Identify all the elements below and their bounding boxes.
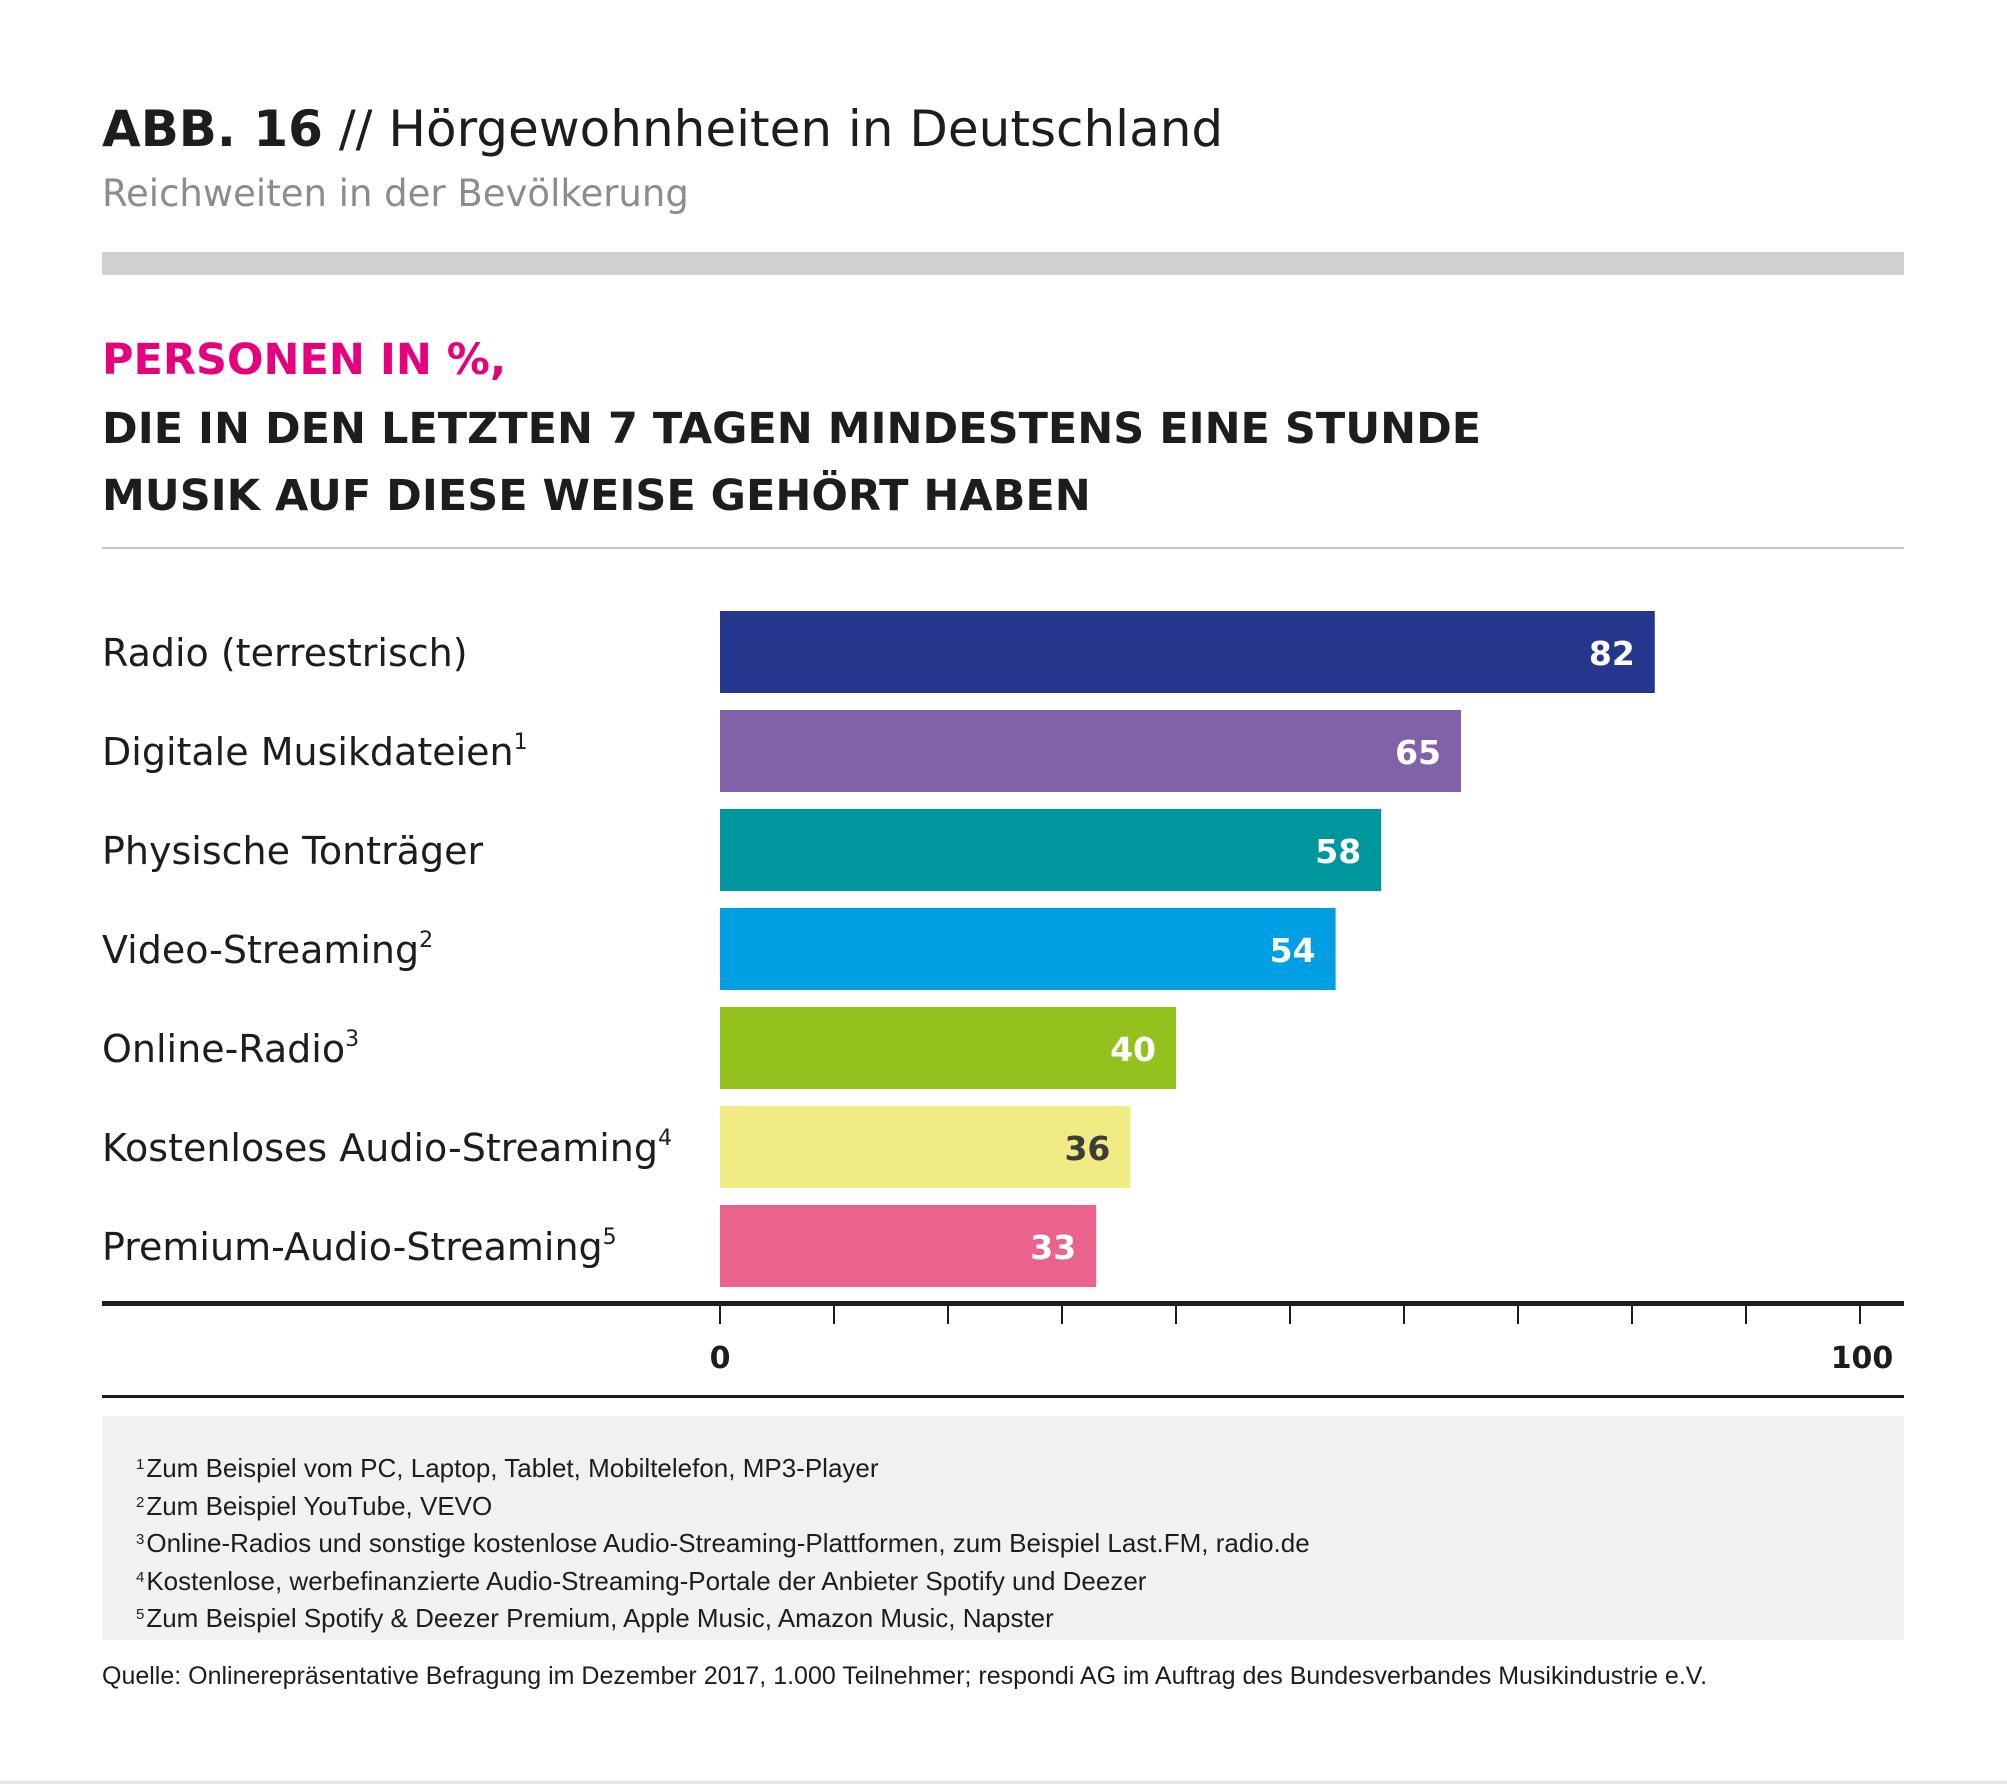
category-label-1: Radio (terrestrisch) bbox=[102, 631, 468, 675]
value-label-4: 54 bbox=[1270, 931, 1316, 970]
chart-headline-accent: PERSONEN IN %, bbox=[102, 335, 507, 385]
category-label-2: Digitale Musikdateien1 bbox=[102, 730, 528, 774]
bar-4 bbox=[720, 908, 1336, 990]
category-label-5: Online-Radio3 bbox=[102, 1027, 359, 1071]
bar-7 bbox=[720, 1205, 1097, 1287]
bar-1 bbox=[720, 611, 1655, 693]
chart-headline-line-2: DIE IN DEN LETZTEN 7 TAGEN MINDESTENS EI… bbox=[102, 404, 1482, 454]
chart-headline-line-3: MUSIK AUF DIESE WEISE GEHÖRT HABEN bbox=[102, 471, 1091, 521]
category-label-4: Video-Streaming2 bbox=[102, 928, 433, 972]
value-label-5: 40 bbox=[1110, 1030, 1156, 1069]
footnote-5: 5Zum Beispiel Spotify & Deezer Premium, … bbox=[136, 1603, 1054, 1633]
figure-subtitle: Reichweiten in der Bevölkerung bbox=[102, 172, 689, 215]
footnotes-box: 1Zum Beispiel vom PC, Laptop, Tablet, Mo… bbox=[102, 1416, 1904, 1640]
source-note: Quelle: Onlinerepräsentative Befragung i… bbox=[102, 1662, 1708, 1690]
x-tick-label-min: 0 bbox=[710, 1341, 731, 1376]
bar-2 bbox=[720, 710, 1461, 792]
header-divider-band bbox=[102, 252, 1904, 275]
x-axis-line bbox=[102, 1301, 1904, 1306]
footnote-2: 2Zum Beispiel YouTube, VEVO bbox=[136, 1490, 493, 1521]
footnote-3: 3Online-Radios und sonstige kostenlose A… bbox=[136, 1528, 1310, 1558]
headline-divider bbox=[102, 547, 1904, 549]
value-label-3: 58 bbox=[1315, 832, 1361, 871]
page-bottom-rule bbox=[0, 1781, 2007, 1784]
bar-6 bbox=[720, 1106, 1131, 1188]
value-label-1: 82 bbox=[1589, 634, 1635, 673]
category-label-6: Kostenloses Audio-Streaming4 bbox=[102, 1126, 672, 1170]
value-label-2: 65 bbox=[1395, 733, 1441, 772]
figure-number: ABB. 16 bbox=[102, 100, 323, 158]
figure-title: ABB. 16 // Hörgewohnheiten in Deutschlan… bbox=[102, 100, 1223, 158]
category-label-7: Premium-Audio-Streaming5 bbox=[102, 1225, 617, 1269]
bar-5 bbox=[720, 1007, 1176, 1089]
value-label-7: 33 bbox=[1030, 1228, 1076, 1267]
footnote-1: 1Zum Beispiel vom PC, Laptop, Tablet, Mo… bbox=[136, 1453, 879, 1483]
value-label-6: 36 bbox=[1064, 1129, 1110, 1168]
figure-title-text: // Hörgewohnheiten in Deutschland bbox=[338, 100, 1224, 158]
bar-3 bbox=[720, 809, 1382, 891]
footnote-4: 4Kostenlose, werbefinanzierte Audio-Stre… bbox=[136, 1565, 1147, 1596]
x-tick-label-max: 100 bbox=[1831, 1341, 1894, 1376]
bar-chart: Radio (terrestrisch) 82 Digitale Musikdate… bbox=[102, 611, 1904, 1376]
chart-bottom-rule bbox=[102, 1395, 1904, 1398]
category-label-3: Physische Tonträger bbox=[102, 829, 483, 873]
